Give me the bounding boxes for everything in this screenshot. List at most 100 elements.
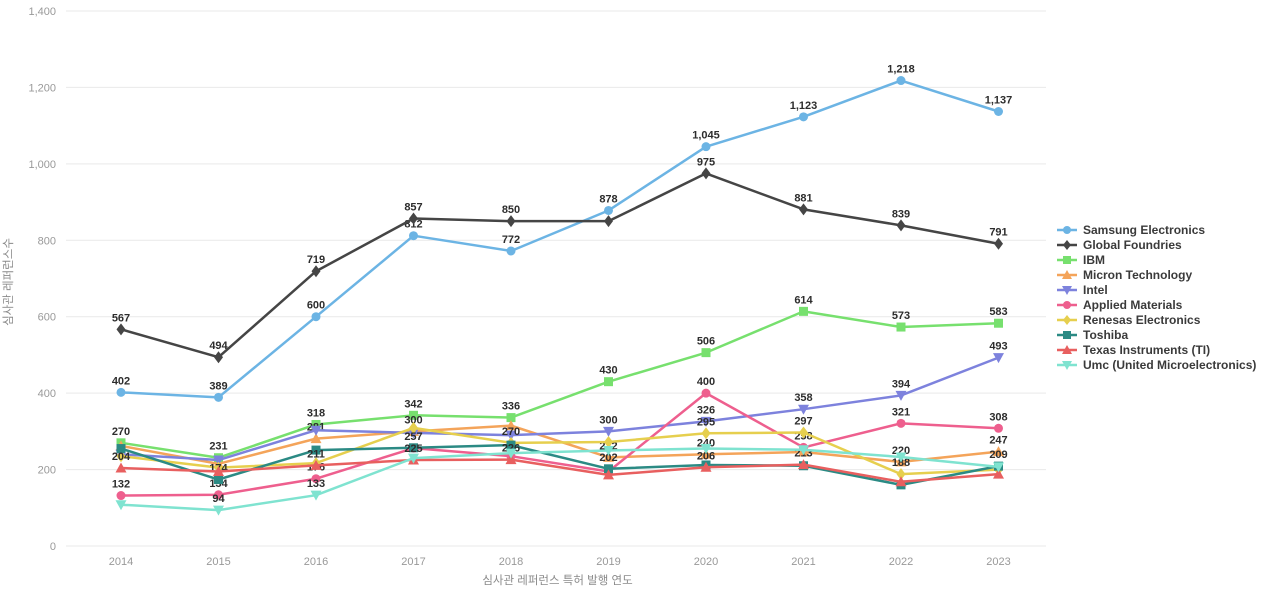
point-global-foundries-2014[interactable]	[116, 323, 126, 336]
point-global-foundries-2022[interactable]	[896, 219, 906, 232]
point-toshiba-2018[interactable]	[506, 440, 516, 450]
point-intel-2018[interactable]	[505, 430, 517, 441]
point-ibm-2021[interactable]	[799, 306, 808, 316]
data-label-texas-instruments-ti-2014: 204	[112, 451, 131, 463]
legend-marker-icon-umc-united-microelectronics	[1057, 360, 1077, 370]
point-samsung-electronics-2021[interactable]	[799, 112, 808, 122]
point-global-foundries-2020[interactable]	[701, 167, 711, 180]
point-ibm-2017[interactable]	[409, 410, 418, 420]
point-umc-united-microelectronics-2018[interactable]	[505, 448, 517, 459]
legend-item-texas-instruments-ti[interactable]: Texas Instruments (TI)	[1056, 343, 1256, 357]
point-texas-instruments-ti-2018[interactable]	[505, 454, 517, 465]
point-texas-instruments-ti-2020[interactable]	[700, 461, 712, 472]
point-texas-instruments-ti-2019[interactable]	[603, 469, 614, 480]
point-umc-united-microelectronics-2019[interactable]	[603, 445, 614, 456]
point-ibm-2019[interactable]	[604, 377, 613, 387]
legend-item-umc-united-microelectronics[interactable]: Umc (United Microelectronics)	[1056, 358, 1256, 372]
point-umc-united-microelectronics-2022[interactable]	[895, 452, 907, 463]
point-renesas-electronics-2021[interactable]	[799, 426, 808, 439]
point-applied-materials-2023[interactable]	[994, 423, 1003, 433]
point-global-foundries-2015[interactable]	[214, 351, 223, 364]
point-renesas-electronics-2014[interactable]	[116, 450, 126, 463]
point-toshiba-2019[interactable]	[604, 464, 613, 474]
data-label-global-foundries-2015: 494	[209, 340, 228, 352]
data-label-samsung-electronics-2022: 1,218	[887, 64, 915, 76]
point-texas-instruments-ti-2022[interactable]	[895, 476, 907, 487]
point-umc-united-microelectronics-2015[interactable]	[213, 505, 224, 516]
point-samsung-electronics-2018[interactable]	[506, 246, 516, 256]
point-micron-technology-2019[interactable]	[603, 451, 614, 462]
point-applied-materials-2020[interactable]	[701, 388, 711, 398]
point-micron-technology-2023[interactable]	[993, 446, 1004, 457]
point-samsung-electronics-2015[interactable]	[214, 392, 223, 402]
point-intel-2022[interactable]	[895, 390, 907, 401]
legend-item-samsung-electronics[interactable]: Samsung Electronics	[1056, 223, 1256, 237]
data-label-ibm-2014: 270	[112, 426, 130, 438]
point-global-foundries-2019[interactable]	[604, 215, 613, 228]
series-micron-technology: 281300232240220247	[115, 414, 1008, 469]
point-intel-2023[interactable]	[993, 353, 1004, 364]
point-intel-2016[interactable]	[310, 425, 322, 436]
point-texas-instruments-ti-2016[interactable]	[310, 459, 322, 470]
legend-item-renesas-electronics[interactable]: Renesas Electronics	[1056, 313, 1256, 327]
point-samsung-electronics-2023[interactable]	[994, 107, 1003, 117]
point-renesas-electronics-2020[interactable]	[701, 427, 711, 440]
point-intel-2021[interactable]	[798, 404, 809, 415]
data-label-renesas-electronics-2022: 188	[892, 457, 910, 469]
y-tick-label: 400	[38, 388, 56, 400]
legend-item-global-foundries[interactable]: Global Foundries	[1056, 238, 1256, 252]
point-renesas-electronics-2022[interactable]	[896, 468, 906, 481]
point-intel-2015[interactable]	[213, 455, 224, 466]
point-toshiba-2016[interactable]	[311, 445, 321, 455]
point-global-foundries-2023[interactable]	[994, 237, 1003, 250]
point-global-foundries-2016[interactable]	[311, 265, 321, 278]
x-tick-label: 2018	[499, 556, 523, 568]
point-umc-united-microelectronics-2017[interactable]	[408, 453, 419, 464]
point-umc-united-microelectronics-2021[interactable]	[798, 445, 809, 456]
legend-item-micron-technology[interactable]: Micron Technology	[1056, 268, 1256, 282]
point-toshiba-2014[interactable]	[116, 444, 126, 454]
point-toshiba-2017[interactable]	[409, 443, 418, 453]
point-umc-united-microelectronics-2020[interactable]	[700, 444, 712, 455]
point-global-foundries-2021[interactable]	[799, 203, 808, 216]
point-samsung-electronics-2020[interactable]	[701, 142, 711, 152]
legend-item-intel[interactable]: Intel	[1056, 283, 1256, 297]
point-intel-2020[interactable]	[700, 416, 712, 427]
point-applied-materials-2016[interactable]	[311, 474, 321, 484]
legend-item-toshiba[interactable]: Toshiba	[1056, 328, 1256, 342]
point-global-foundries-2017[interactable]	[409, 212, 418, 225]
data-label-applied-materials-2014: 132	[112, 479, 130, 491]
point-texas-instruments-ti-2014[interactable]	[115, 462, 127, 473]
legend-item-applied-materials[interactable]: Applied Materials	[1056, 298, 1256, 312]
point-global-foundries-2018[interactable]	[506, 215, 516, 228]
point-ibm-2020[interactable]	[701, 348, 711, 358]
point-samsung-electronics-2014[interactable]	[116, 387, 126, 397]
point-intel-2019[interactable]	[603, 426, 614, 437]
point-umc-united-microelectronics-2016[interactable]	[310, 490, 322, 501]
point-applied-materials-2015[interactable]	[214, 490, 223, 500]
point-toshiba-2015[interactable]	[214, 475, 223, 485]
point-umc-united-microelectronics-2023[interactable]	[993, 462, 1004, 473]
point-texas-instruments-ti-2015[interactable]	[213, 465, 224, 476]
point-umc-united-microelectronics-2014[interactable]	[115, 500, 127, 511]
point-renesas-electronics-2017[interactable]	[409, 421, 418, 434]
point-samsung-electronics-2017[interactable]	[409, 231, 418, 241]
point-ibm-2018[interactable]	[506, 413, 516, 423]
point-ibm-2023[interactable]	[994, 318, 1003, 328]
data-label-intel-2021: 358	[794, 392, 812, 404]
data-label-ibm-2020: 506	[697, 336, 715, 348]
point-applied-materials-2022[interactable]	[896, 418, 906, 428]
point-texas-instruments-ti-2023[interactable]	[993, 468, 1004, 479]
point-renesas-electronics-2019[interactable]	[604, 436, 613, 449]
point-samsung-electronics-2016[interactable]	[311, 312, 321, 322]
point-micron-technology-2016[interactable]	[310, 433, 322, 444]
legend-item-ibm[interactable]: IBM	[1056, 253, 1256, 267]
point-micron-technology-2018[interactable]	[505, 420, 517, 431]
point-samsung-electronics-2022[interactable]	[896, 76, 906, 86]
point-texas-instruments-ti-2021[interactable]	[798, 459, 809, 470]
point-applied-materials-2014[interactable]	[116, 491, 126, 501]
point-samsung-electronics-2019[interactable]	[604, 205, 613, 215]
data-label-ibm-2019: 430	[599, 365, 617, 377]
point-ibm-2022[interactable]	[896, 322, 906, 332]
point-ibm-2016[interactable]	[311, 419, 321, 429]
